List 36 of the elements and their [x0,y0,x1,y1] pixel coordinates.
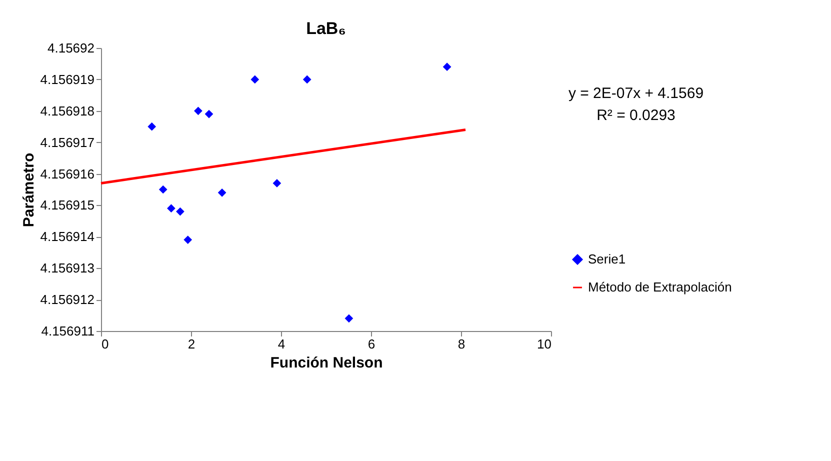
point [204,110,214,118]
text: y = 2E-07x + 4.1569 [568,85,704,102]
y-axis-title: Parámetro [20,152,38,228]
y-tick-label: 4.15692 [48,40,94,56]
point [167,204,176,213]
y-tick-label: 4.156916 [40,166,94,182]
y-tick-label: 4.156912 [40,292,94,308]
y-tick-label: 4.156914 [40,229,94,244]
point [158,185,168,194]
point [302,75,312,84]
y-tick-label: 4.156911 [41,324,94,338]
y-tick-label: 4.156915 [40,198,94,213]
point [344,314,354,323]
point [442,62,452,72]
y-tick-label: 4.156919 [40,72,94,87]
x-tick-label: 8 [458,336,466,352]
point [272,179,282,188]
point [250,75,260,84]
text: R² = 0.0293 [596,107,676,124]
y-tick-label: 4.156913 [40,260,94,276]
point [148,122,156,131]
y-tick-label: 4.156917 [40,134,94,150]
y-tick-label: 4.156918 [40,103,94,118]
x-tick-label: 10 [537,336,552,352]
x-tick-label: 4 [278,336,286,352]
chart-title: LaB₆ [306,19,346,38]
point [194,106,202,116]
point [176,207,184,216]
point [218,188,226,197]
point [184,236,192,244]
x-axis-title: Función Nelson [270,354,383,372]
x-tick-label: 0 [102,336,109,352]
x-tick-label: 6 [368,336,376,352]
legend-label: Serie1 [588,252,626,266]
x-tick-label: 2 [188,336,196,352]
legend-label: Método de Extrapolación [588,280,732,294]
